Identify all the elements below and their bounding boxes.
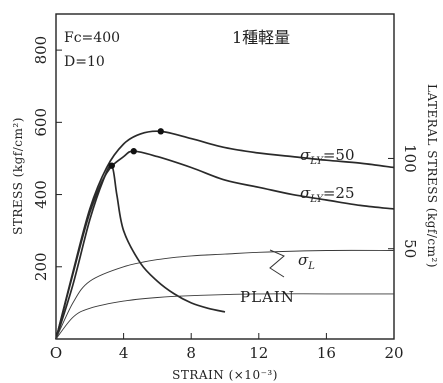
plain-label: PLAIN — [240, 288, 295, 306]
plot-frame — [55, 13, 395, 340]
markers-layer — [108, 128, 164, 169]
curve-sigma-ly-50 — [55, 130, 395, 340]
curve-plain — [55, 164, 226, 340]
annotation-d: D=10 — [64, 54, 105, 70]
series-label-ly50-sub: LY — [309, 156, 324, 167]
series-label-ly25-sub: LY — [309, 194, 324, 205]
annotation-title-jp: 1種軽量 — [232, 28, 290, 47]
x-tick-label: 20 — [384, 344, 403, 362]
x-tick-label: 4 — [119, 344, 129, 362]
curve-lateral-stress-lower — [55, 293, 394, 340]
ticks-layer: O 4 8 12 16 20 200 400 600 800 50 100 — [32, 36, 419, 362]
x-axis-label: STRAIN (×10⁻³) — [172, 368, 278, 382]
y-tick-label: 600 — [32, 108, 50, 137]
x-tick-label: 8 — [186, 344, 196, 362]
series-label-sigma-l-sym: σ — [298, 251, 309, 269]
y-tick-label: 800 — [32, 36, 50, 65]
series-label-sigma-l: σL — [298, 251, 315, 272]
y-tick-label: 200 — [32, 252, 50, 281]
curves-layer — [55, 130, 395, 340]
x-tick-label: O — [50, 344, 62, 362]
sigma-l-bracket — [269, 249, 285, 278]
peak-marker — [108, 162, 115, 169]
peak-marker — [130, 148, 137, 155]
y2-tick-label: 100 — [401, 144, 419, 173]
series-label-ly50: σLY=50 — [300, 146, 355, 167]
y2-axis-label: LATERAL STRESS (kgf/cm²) — [425, 84, 439, 268]
x-tick-label: 16 — [317, 344, 336, 362]
series-label-ly50-sym: σ — [300, 146, 311, 164]
curve-sigma-ly-25 — [55, 150, 395, 340]
series-label-ly50-val: =50 — [323, 146, 355, 164]
series-label-ly25-sym: σ — [300, 184, 311, 202]
y2-tick-label: 50 — [401, 239, 419, 258]
peak-marker — [157, 128, 164, 135]
y-tick-label: 400 — [32, 180, 50, 209]
curve-lateral-stress-upper — [55, 249, 395, 340]
series-label-ly25-val: =25 — [323, 184, 355, 202]
y-axis-label: STRESS (kgf/cm²) — [11, 117, 25, 235]
x-tick-label: 12 — [249, 344, 268, 362]
series-label-ly25: σLY=25 — [300, 184, 355, 205]
annotation-fc: Fc=400 — [64, 30, 120, 46]
series-label-sigma-l-sub: L — [307, 261, 315, 272]
